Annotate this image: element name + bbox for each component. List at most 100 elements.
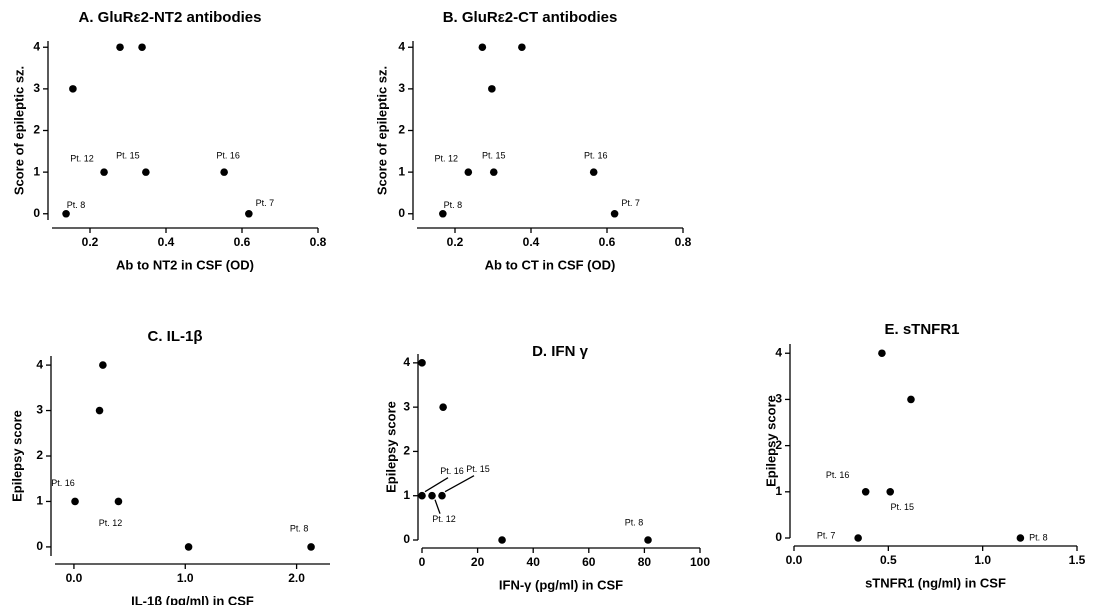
- point-label: Pt. 8: [290, 523, 309, 533]
- point: [418, 491, 426, 500]
- point: [438, 491, 446, 500]
- point-label: Pt. 16: [440, 466, 464, 476]
- x-axis-label: Ab to NT2 in CSF (OD): [116, 257, 254, 272]
- y-tick-label: 0: [33, 206, 40, 220]
- x-tick-label: 40: [527, 555, 541, 569]
- y-tick-label: 0: [36, 539, 43, 553]
- y-axis-label: Score of epileptic sz.: [11, 66, 26, 195]
- x-tick-label: 1.5: [1069, 553, 1086, 567]
- x-tick-label: 0.0: [66, 571, 83, 585]
- y-tick-label: 4: [775, 345, 782, 359]
- x-tick-label: 2.0: [288, 571, 305, 585]
- point-label: Pt. 7: [817, 530, 836, 540]
- x-tick-label: 0.8: [310, 235, 327, 249]
- x-tick-label: 80: [638, 555, 652, 569]
- x-axis-label: Ab to CT in CSF (OD): [485, 257, 616, 272]
- point-label: Pt. 16: [584, 151, 608, 161]
- y-tick-label: 1: [403, 488, 410, 502]
- point: [478, 43, 487, 52]
- point: [488, 85, 496, 93]
- y-tick-label: 3: [36, 403, 43, 417]
- point: [99, 361, 107, 369]
- y-tick-label: 3: [403, 399, 410, 413]
- x-tick-label: 20: [471, 555, 485, 569]
- x-tick-label: 100: [690, 555, 710, 569]
- point-label: Pt. 15: [890, 502, 914, 512]
- point-label: Pt. 16: [51, 478, 75, 488]
- y-tick-label: 4: [398, 39, 405, 53]
- y-axis-label: Score of epileptic sz.: [374, 66, 389, 195]
- x-tick-label: 0.6: [234, 235, 251, 249]
- y-tick-label: 2: [36, 448, 43, 462]
- point: [116, 43, 124, 52]
- point-label: Pt. 8: [67, 200, 86, 210]
- point: [861, 488, 870, 496]
- point-label: Pt. 15: [116, 151, 140, 161]
- point: [1016, 534, 1025, 542]
- point-label: Pt. 15: [466, 464, 490, 474]
- point: [854, 534, 862, 542]
- y-tick-label: 4: [33, 39, 40, 53]
- point: [307, 543, 315, 551]
- x-tick-label: 1.0: [974, 553, 991, 567]
- y-tick-label: 2: [398, 123, 405, 137]
- panel-title: E. sTNFR1: [884, 321, 959, 338]
- point: [95, 406, 104, 415]
- x-tick-label: 0.4: [523, 235, 540, 249]
- point: [69, 85, 77, 93]
- arrow: [424, 477, 449, 493]
- point: [439, 403, 447, 411]
- y-tick-label: 1: [398, 164, 405, 178]
- point: [518, 43, 526, 52]
- y-axis-label: Epilepsy score: [383, 401, 398, 493]
- point: [62, 209, 70, 218]
- panel-title: C. IL-1β: [148, 328, 203, 345]
- point: [464, 168, 473, 176]
- point: [644, 536, 652, 544]
- y-tick-label: 1: [775, 484, 782, 498]
- y-tick-label: 1: [33, 164, 40, 178]
- y-tick-label: 3: [398, 81, 405, 95]
- panel-title: B. GluRε2-CT antibodies: [443, 9, 618, 26]
- x-tick-label: 1.0: [177, 571, 194, 585]
- y-tick-label: 2: [403, 444, 410, 458]
- x-tick-label: 0.2: [82, 235, 99, 249]
- x-axis-label: IFN-γ (pg/ml) in CSF: [499, 577, 623, 592]
- point-label: Pt. 16: [216, 151, 240, 161]
- x-tick-label: 0.8: [675, 235, 692, 249]
- point: [220, 168, 228, 176]
- point-label: Pt. 15: [482, 151, 506, 161]
- y-axis-label: Epilepsy score: [763, 395, 778, 487]
- y-tick-label: 2: [775, 438, 782, 452]
- point: [71, 497, 79, 506]
- point: [138, 43, 146, 52]
- point: [886, 488, 895, 496]
- x-tick-label: 0.2: [447, 235, 464, 249]
- y-tick-label: 0: [775, 530, 782, 544]
- arrow: [434, 499, 441, 514]
- x-axis-label: sTNFR1 (ng/ml) in CSF: [865, 575, 1006, 590]
- arrow: [444, 475, 475, 493]
- point-label: Pt. 12: [435, 154, 459, 164]
- point: [498, 536, 506, 544]
- point: [489, 168, 498, 176]
- y-tick-label: 3: [33, 81, 40, 95]
- y-axis-label: Epilepsy score: [9, 410, 24, 502]
- point-label: Pt. 8: [444, 200, 463, 210]
- x-tick-label: 0.0: [786, 553, 803, 567]
- x-tick-label: 0.6: [599, 235, 616, 249]
- point: [142, 168, 150, 176]
- point: [418, 359, 426, 367]
- y-tick-label: 2: [33, 123, 40, 137]
- point: [100, 168, 108, 176]
- point-label: Pt. 12: [99, 518, 123, 528]
- point: [610, 209, 619, 218]
- point: [184, 543, 193, 551]
- y-tick-label: 0: [403, 532, 410, 546]
- y-tick-label: 3: [775, 392, 782, 406]
- point-label: Pt. 8: [625, 517, 644, 527]
- x-tick-label: 60: [582, 555, 596, 569]
- point: [907, 395, 915, 404]
- x-tick-label: 0: [419, 555, 426, 569]
